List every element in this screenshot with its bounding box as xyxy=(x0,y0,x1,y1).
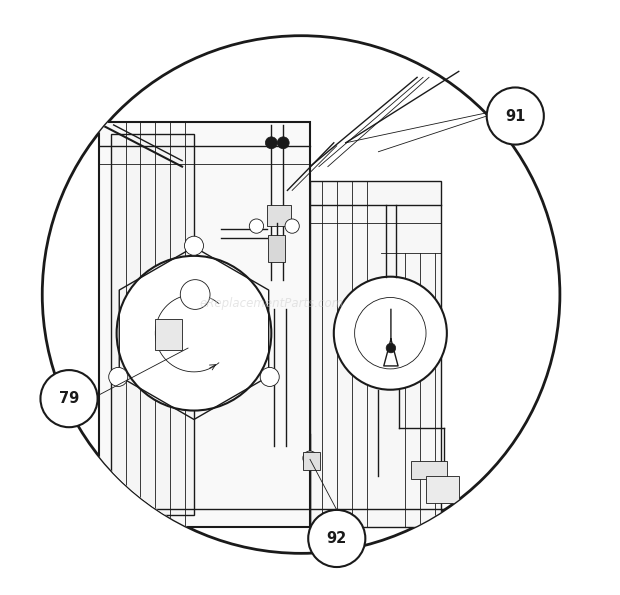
Circle shape xyxy=(180,280,210,309)
Text: eReplacementParts.com: eReplacementParts.com xyxy=(199,297,343,310)
Text: 91: 91 xyxy=(505,108,526,124)
Circle shape xyxy=(117,256,272,411)
Circle shape xyxy=(487,87,544,145)
Circle shape xyxy=(108,367,128,387)
Bar xyxy=(111,134,194,515)
Circle shape xyxy=(185,236,203,255)
Bar xyxy=(267,205,291,226)
Bar xyxy=(99,122,310,527)
Bar xyxy=(155,319,182,350)
Circle shape xyxy=(42,36,560,553)
Circle shape xyxy=(40,370,97,427)
Circle shape xyxy=(285,219,299,233)
Bar xyxy=(426,476,459,503)
Circle shape xyxy=(277,137,289,149)
Text: 92: 92 xyxy=(327,531,347,546)
Circle shape xyxy=(303,451,317,465)
Bar xyxy=(411,461,447,479)
Circle shape xyxy=(265,137,277,149)
Circle shape xyxy=(260,368,279,387)
Bar xyxy=(303,452,319,470)
Text: 79: 79 xyxy=(59,391,79,406)
Circle shape xyxy=(386,343,396,353)
Circle shape xyxy=(355,298,426,369)
Bar xyxy=(310,181,441,527)
Bar xyxy=(268,235,285,262)
Circle shape xyxy=(308,510,365,567)
Circle shape xyxy=(334,277,447,390)
Circle shape xyxy=(249,219,264,233)
